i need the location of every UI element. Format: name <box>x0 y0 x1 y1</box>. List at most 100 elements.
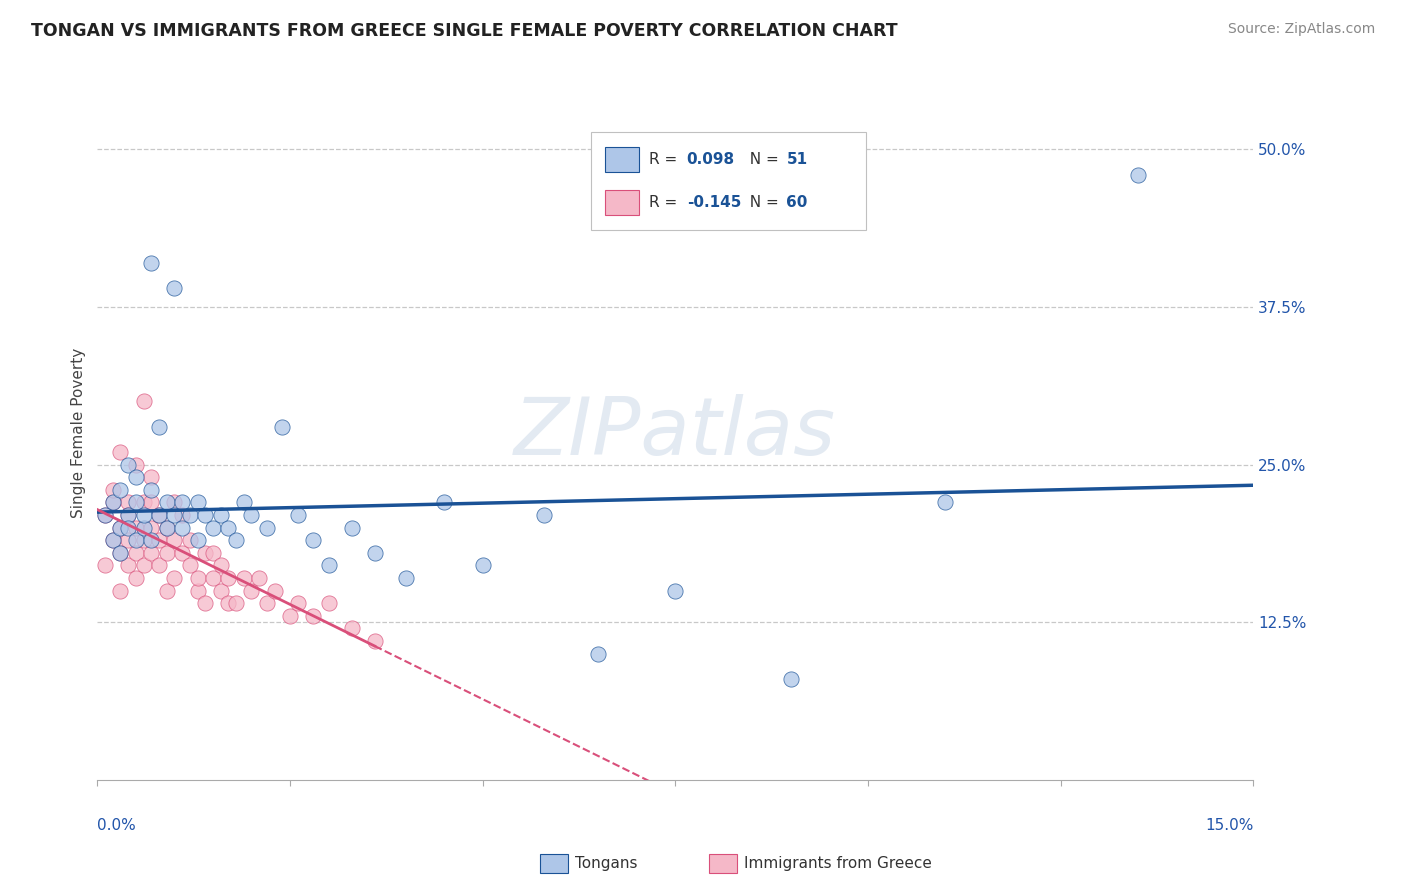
Point <box>340 621 363 635</box>
Text: 51: 51 <box>786 152 807 167</box>
Point <box>156 583 179 598</box>
Point <box>101 533 124 548</box>
Point <box>125 571 148 585</box>
Point <box>141 520 163 534</box>
Point <box>302 533 325 548</box>
Point <box>278 608 301 623</box>
Point <box>194 596 217 610</box>
Text: Tongans: Tongans <box>575 856 637 871</box>
Text: Immigrants from Greece: Immigrants from Greece <box>744 856 932 871</box>
Point <box>1126 168 1149 182</box>
Text: Source: ZipAtlas.com: Source: ZipAtlas.com <box>1227 22 1375 37</box>
Point <box>117 458 139 472</box>
Point <box>141 533 163 548</box>
Point <box>263 583 285 598</box>
Point <box>186 571 208 585</box>
Point <box>209 558 232 573</box>
Point <box>287 508 309 522</box>
Point <box>94 508 117 522</box>
Point <box>271 419 294 434</box>
Text: 0.0%: 0.0% <box>97 818 136 833</box>
Point <box>340 520 363 534</box>
Point <box>179 508 201 522</box>
Point <box>125 533 148 548</box>
Point <box>240 508 263 522</box>
Point <box>194 546 217 560</box>
Point <box>110 520 132 534</box>
Point <box>117 533 139 548</box>
Point <box>394 571 416 585</box>
Point <box>194 508 217 522</box>
Point <box>163 571 186 585</box>
Point <box>664 583 686 598</box>
Point <box>110 445 132 459</box>
Text: 15.0%: 15.0% <box>1205 818 1253 833</box>
Point <box>588 647 610 661</box>
Point <box>533 508 555 522</box>
Point <box>217 571 239 585</box>
Point <box>117 520 139 534</box>
Point <box>110 546 132 560</box>
Point <box>148 419 170 434</box>
Point <box>172 520 194 534</box>
Point <box>94 558 117 573</box>
Point <box>141 546 163 560</box>
Point <box>125 546 148 560</box>
Point <box>186 495 208 509</box>
Point <box>110 546 132 560</box>
Y-axis label: Single Female Poverty: Single Female Poverty <box>72 348 86 518</box>
Point <box>247 571 270 585</box>
Point <box>186 583 208 598</box>
Point <box>110 483 132 497</box>
Point <box>148 533 170 548</box>
Point <box>132 558 155 573</box>
Point <box>132 495 155 509</box>
Point <box>364 634 387 648</box>
Point <box>163 495 186 509</box>
Point <box>101 483 124 497</box>
Point <box>156 520 179 534</box>
Point <box>132 533 155 548</box>
Point <box>110 583 132 598</box>
Text: 0.098: 0.098 <box>686 152 735 167</box>
Text: N =: N = <box>740 152 783 167</box>
Point <box>125 458 148 472</box>
Point <box>141 495 163 509</box>
Point <box>117 495 139 509</box>
Point <box>117 508 139 522</box>
Point <box>125 495 148 509</box>
Point <box>117 508 139 522</box>
Point <box>163 533 186 548</box>
Point <box>94 508 117 522</box>
Point <box>201 546 224 560</box>
Point <box>217 596 239 610</box>
Text: TONGAN VS IMMIGRANTS FROM GREECE SINGLE FEMALE POVERTY CORRELATION CHART: TONGAN VS IMMIGRANTS FROM GREECE SINGLE … <box>31 22 897 40</box>
Point <box>172 546 194 560</box>
Point <box>172 495 194 509</box>
Point <box>217 520 239 534</box>
Point <box>433 495 456 509</box>
Point <box>156 495 179 509</box>
Point <box>471 558 494 573</box>
Text: N =: N = <box>740 194 783 210</box>
Point <box>141 470 163 484</box>
Point <box>148 508 170 522</box>
Text: 60: 60 <box>786 194 808 210</box>
Point <box>163 281 186 295</box>
Point <box>225 533 247 548</box>
Point <box>318 596 340 610</box>
Point <box>141 483 163 497</box>
Point <box>148 558 170 573</box>
Point <box>225 596 247 610</box>
Point <box>163 508 186 522</box>
Text: R =: R = <box>648 152 682 167</box>
Point <box>256 520 278 534</box>
Point <box>256 596 278 610</box>
Point <box>179 558 201 573</box>
Text: R =: R = <box>648 194 682 210</box>
Point <box>117 558 139 573</box>
Point <box>156 520 179 534</box>
Point <box>302 608 325 623</box>
Point <box>132 394 155 409</box>
Point <box>125 470 148 484</box>
